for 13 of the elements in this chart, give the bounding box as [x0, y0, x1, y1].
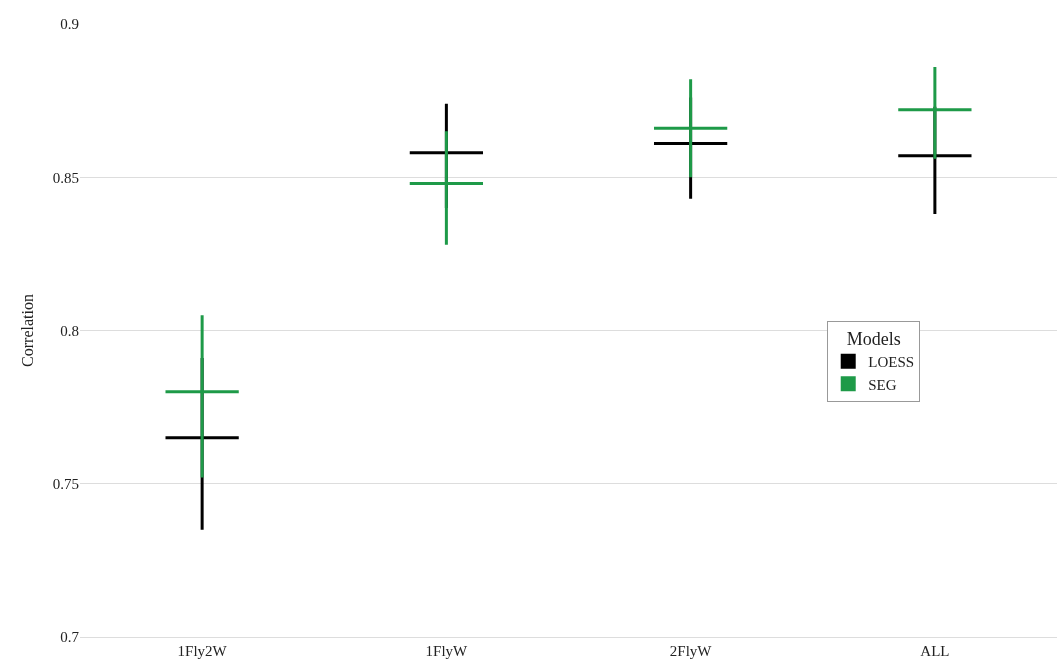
- y-tick-label: 0.7: [60, 629, 80, 646]
- y-tick-label: 0.75: [52, 476, 79, 492]
- x-tick-label: 1FlyW: [425, 643, 469, 659]
- legend-title: Models: [846, 329, 901, 350]
- x-tick-label: 2FlyW: [669, 643, 713, 659]
- x-tick-label: 1Fly2W: [177, 643, 228, 659]
- legend-label: SEG: [868, 376, 897, 393]
- y-tick-label: 0.8: [60, 322, 79, 339]
- y-tick-label: 0.9: [60, 16, 79, 33]
- y-tick-label: 0.85: [52, 169, 79, 186]
- legend-label: LOESS: [868, 354, 915, 371]
- x-tick-label: ALL: [920, 643, 950, 659]
- y-axis-title: Correlation: [18, 294, 36, 367]
